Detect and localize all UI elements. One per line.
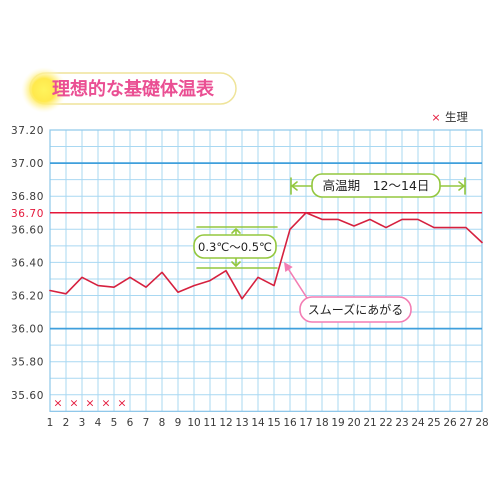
rise-annotation-label: 0.3℃～0.5℃ <box>198 240 272 254</box>
menstruation-marker: × <box>101 396 110 409</box>
y-tick-label: 36.20 <box>11 291 44 303</box>
y-tick-label: 35.60 <box>11 390 44 402</box>
x-tick-label: 17 <box>299 417 312 429</box>
y-tick-label: 35.80 <box>11 357 44 369</box>
legend: × 生理 <box>431 110 468 124</box>
x-tick-label: 1 <box>47 417 54 429</box>
period-right-arrowhead <box>458 181 465 191</box>
reference-lines <box>50 162 482 330</box>
menstruation-markers: × × × × × <box>53 396 126 409</box>
x-tick-label: 9 <box>175 417 182 429</box>
y-tick-label: 37.20 <box>11 125 44 137</box>
x-tick-label: 4 <box>95 417 102 429</box>
x-tick-label: 11 <box>203 417 216 429</box>
high-temp-period-annotation: 高温期 12～14日 <box>290 173 466 198</box>
smooth-rise-arrow-shaft <box>288 269 308 299</box>
menstruation-marker: × <box>117 396 126 409</box>
x-tick-label: 25 <box>427 417 440 429</box>
x-tick-label: 19 <box>331 417 344 429</box>
x-tick-label: 21 <box>363 417 376 429</box>
y-tick-label: 36.70 <box>11 208 44 220</box>
x-tick-label: 3 <box>79 417 86 429</box>
rise-arrow-up-head <box>231 228 241 234</box>
smooth-rise-label: スムーズにあがる <box>308 302 403 317</box>
y-tick-label: 36.60 <box>11 224 44 236</box>
grid <box>49 129 483 412</box>
y-tick-label: 36.40 <box>11 257 44 269</box>
x-tick-label: 16 <box>283 417 297 429</box>
high-temp-period-box <box>311 173 441 198</box>
x-tick-label: 10 <box>187 417 200 429</box>
x-tick-label: 20 <box>347 417 360 429</box>
x-tick-label: 8 <box>159 417 166 429</box>
y-tick-label: 36.00 <box>11 324 44 336</box>
x-tick-label: 14 <box>251 417 265 429</box>
temperature-line <box>49 212 483 300</box>
x-tick-label: 26 <box>443 417 457 429</box>
high-temp-period-label: 高温期 12～14日 <box>323 178 430 193</box>
x-axis-labels: 1 2 3 4 5 6 7 8 9 10 11 12 13 14 15 16 17 18 19 20 21 22 23 24 2… <box>47 417 489 429</box>
x-tick-label: 28 <box>475 417 488 429</box>
chart-title: 理想的な基礎体温表 <box>21 67 237 113</box>
rise-annotation: 0.3℃～0.5℃ <box>193 226 278 269</box>
smooth-rise-annotation: スムーズにあがる <box>284 262 412 323</box>
chart-title-text: 理想的な基礎体温表 <box>52 78 215 100</box>
x-tick-label: 7 <box>143 417 150 429</box>
smooth-rise-box <box>299 296 412 323</box>
rise-annotation-box <box>193 234 277 259</box>
plot-border <box>49 129 483 412</box>
rise-arrow-down-head <box>231 261 241 267</box>
menstruation-marker: × <box>85 396 94 409</box>
y-tick-label: 37.00 <box>11 158 44 170</box>
x-tick-label: 27 <box>459 417 472 429</box>
title-glow <box>21 67 67 113</box>
x-tick-label: 15 <box>267 417 280 429</box>
x-tick-label: 12 <box>219 417 232 429</box>
x-tick-label: 22 <box>379 417 392 429</box>
x-tick-label: 18 <box>315 417 328 429</box>
y-tick-label: 36.80 <box>11 191 44 203</box>
legend-label: 生理 <box>445 110 468 124</box>
x-tick-label: 13 <box>235 417 248 429</box>
x-tick-label: 2 <box>63 417 70 429</box>
menstruation-marker: × <box>53 396 62 409</box>
series <box>49 212 483 300</box>
period-left-arrowhead <box>291 181 298 191</box>
legend-marker: × <box>431 111 440 124</box>
x-tick-label: 6 <box>127 417 134 429</box>
y-axis-labels: 37.20 37.00 36.80 36.70 36.60 36.40 36.20 36.00… <box>11 125 44 402</box>
x-tick-label: 5 <box>111 417 118 429</box>
x-tick-label: 24 <box>411 417 425 429</box>
x-tick-label: 23 <box>395 417 408 429</box>
menstruation-marker: × <box>69 396 78 409</box>
smooth-rise-arrowhead <box>284 262 293 272</box>
